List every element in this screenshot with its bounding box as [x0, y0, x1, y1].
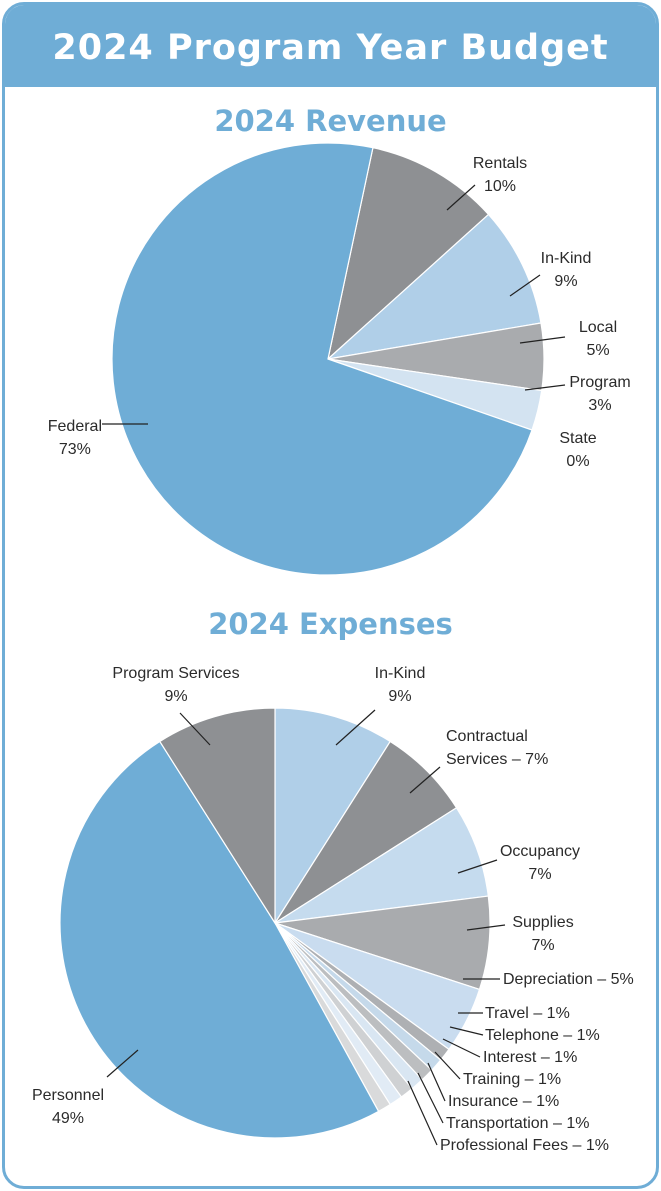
value-label: 10%	[483, 178, 517, 195]
pie-slice	[59, 740, 380, 1139]
leader-line	[335, 709, 376, 746]
leader-line	[442, 1038, 481, 1058]
category-label: Insurance	[448, 1093, 519, 1110]
slice-label: Occupancy 7%	[500, 840, 580, 886]
slice-label: Program 3%	[569, 371, 630, 417]
category-label: Rentals	[472, 155, 528, 172]
category-label: Contractual Services	[446, 728, 528, 768]
separator: –	[597, 971, 607, 988]
pie-slice	[111, 142, 533, 576]
category-label: Supplies	[512, 914, 574, 931]
slice-label: Rentals 10%	[473, 152, 527, 198]
slice-label: Transportation – 1%	[446, 1112, 590, 1135]
pie-slice	[158, 707, 276, 926]
leader-line	[466, 924, 506, 931]
value-label: 1%	[576, 1027, 600, 1044]
value-label: 7%	[528, 866, 552, 883]
slice-label: In-Kind 9%	[541, 247, 592, 293]
slice-label: Telephone – 1%	[485, 1024, 600, 1047]
slice-label: Professional Fees – 1%	[440, 1134, 609, 1157]
category-label: Training	[463, 1071, 521, 1088]
separator: –	[540, 1049, 550, 1066]
category-label: Interest	[483, 1049, 537, 1066]
slice-label: Insurance – 1%	[448, 1090, 559, 1113]
slice-label: In-Kind 9%	[375, 662, 426, 708]
slice-label: Local 5%	[579, 316, 617, 362]
value-label: 1%	[554, 1049, 578, 1066]
separator: –	[572, 1137, 582, 1154]
value-label: 3%	[588, 397, 612, 414]
value-label: 5%	[586, 342, 610, 359]
leader-line	[509, 274, 541, 297]
leader-line	[519, 336, 566, 344]
slice-label: Program Services 9%	[112, 662, 239, 708]
category-label: Telephone	[485, 1027, 559, 1044]
slice-label: Federal 73%	[48, 415, 102, 461]
category-label: Program	[569, 374, 631, 391]
leader-line	[409, 766, 441, 794]
value-label: 7%	[525, 751, 549, 768]
category-label: In-Kind	[374, 665, 426, 682]
pie-slice	[274, 707, 392, 926]
leader-line	[449, 1026, 484, 1036]
pie-slice	[327, 147, 490, 361]
category-label: Occupancy	[499, 843, 581, 860]
category-label: Professional Fees	[440, 1137, 569, 1154]
category-label: Travel	[485, 1005, 529, 1022]
value-label: 1%	[546, 1005, 570, 1022]
leader-line	[457, 859, 498, 874]
separator: –	[563, 1027, 573, 1044]
slice-label: State 0%	[559, 427, 596, 473]
category-label: Federal	[47, 418, 102, 435]
value-label: 5%	[610, 971, 634, 988]
header-title: 2024 Program Year Budget	[5, 5, 656, 87]
value-label: 1%	[538, 1071, 562, 1088]
value-label: 49%	[51, 1110, 85, 1127]
slice-label: Training – 1%	[463, 1068, 561, 1091]
separator: –	[511, 751, 521, 768]
pie-slice	[326, 213, 542, 360]
category-label: State	[559, 430, 597, 447]
slice-label: Travel – 1%	[485, 1002, 570, 1025]
value-label: 1%	[536, 1093, 560, 1110]
value-label: 1%	[585, 1137, 609, 1154]
value-label: 73%	[58, 441, 91, 458]
value-label: 0%	[566, 453, 590, 470]
category-label: Depreciation	[503, 971, 593, 988]
leader-line	[427, 1062, 446, 1102]
slice-label: Personnel 49%	[32, 1084, 104, 1130]
leader-line	[434, 1051, 461, 1080]
value-label: 9%	[388, 688, 412, 705]
value-label: 9%	[554, 273, 578, 290]
leader-line	[106, 1049, 139, 1078]
separator: –	[522, 1093, 532, 1110]
category-label: Transportation	[446, 1115, 549, 1132]
expenses-title: 2024 Expenses	[208, 607, 453, 641]
value-label: 7%	[531, 937, 555, 954]
slice-label: Interest – 1%	[483, 1046, 577, 1069]
leader-line	[417, 1072, 444, 1124]
revenue-title: 2024 Revenue	[214, 104, 447, 138]
category-label: In-Kind	[540, 250, 592, 267]
category-label: Program Services	[112, 665, 240, 682]
separator: –	[524, 1071, 534, 1088]
category-label: Local	[578, 319, 618, 336]
slice-label: Supplies 7%	[512, 911, 573, 957]
slice-label: Depreciation – 5%	[503, 968, 634, 991]
leader-line	[407, 1080, 438, 1146]
leader-line	[524, 384, 566, 391]
value-label: 9%	[164, 688, 188, 705]
leader-line	[179, 712, 211, 746]
separator: –	[553, 1115, 562, 1132]
separator: –	[533, 1005, 543, 1022]
category-label: Personnel	[31, 1087, 105, 1104]
value-label: 1%	[566, 1115, 590, 1132]
leader-line	[446, 184, 476, 211]
slice-label: Contractual Services – 7%	[446, 725, 564, 771]
